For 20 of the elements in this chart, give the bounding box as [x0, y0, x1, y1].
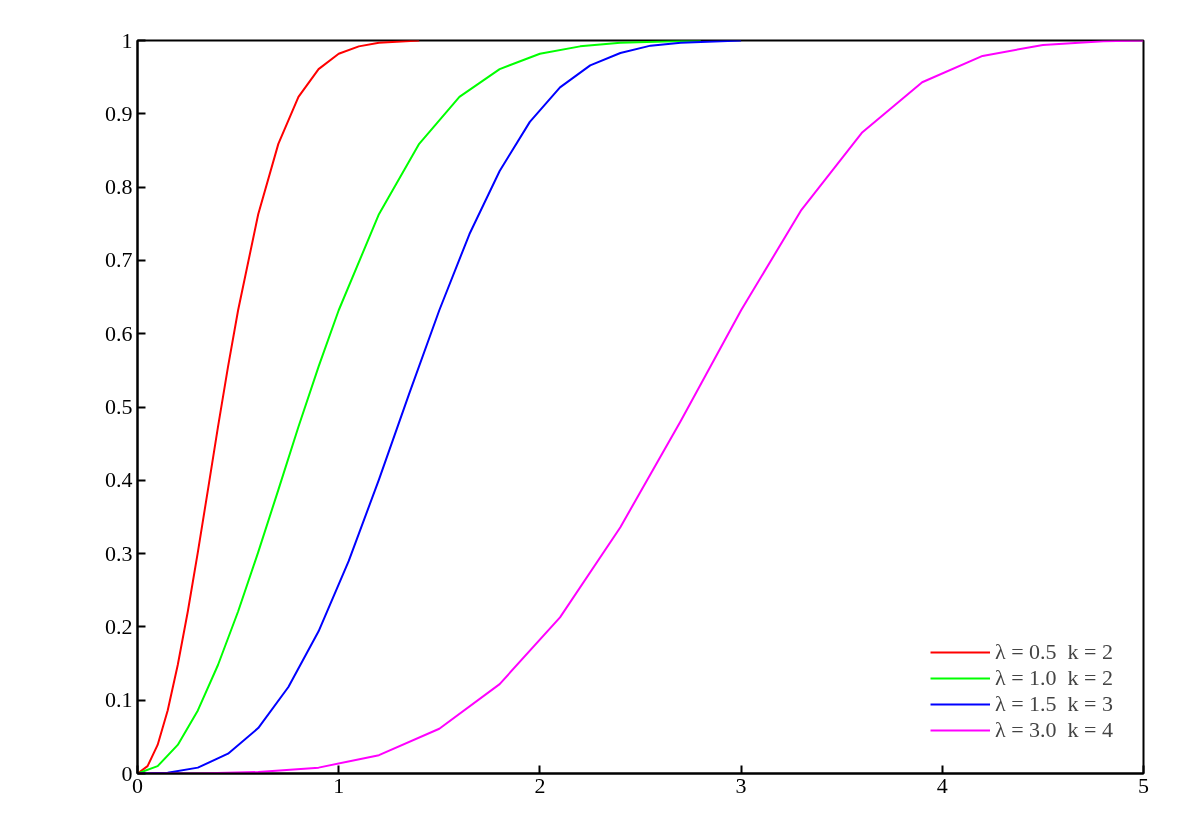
y-tick-label: 0.4 — [105, 467, 133, 493]
y-tick-label: 0.8 — [105, 174, 133, 200]
y-tick-label: 0.7 — [105, 247, 133, 273]
y-tick-label: 0.9 — [105, 100, 133, 126]
y-tick-label: 1 — [121, 27, 133, 53]
legend-label: λ = 0.5 k = 2 — [995, 639, 1113, 665]
x-tick-label: 2 — [534, 772, 546, 798]
x-tick-label: 3 — [735, 772, 747, 798]
legend-label: λ = 1.0 k = 2 — [995, 665, 1113, 691]
y-tick-label: 0.6 — [105, 320, 133, 346]
legend-label: λ = 3.0 k = 4 — [995, 717, 1113, 743]
x-tick-label: 4 — [936, 772, 948, 798]
line-series — [137, 40, 1144, 774]
y-tick-label: 0.1 — [105, 687, 133, 713]
y-tick-label: 0.3 — [105, 540, 133, 566]
legend-label: λ = 1.5 k = 3 — [995, 691, 1113, 717]
x-tick-label: 5 — [1138, 772, 1149, 798]
y-tick-label: 0.5 — [105, 394, 133, 419]
x-tick-label: 1 — [333, 772, 345, 798]
y-tick-label: 0.2 — [105, 613, 133, 639]
